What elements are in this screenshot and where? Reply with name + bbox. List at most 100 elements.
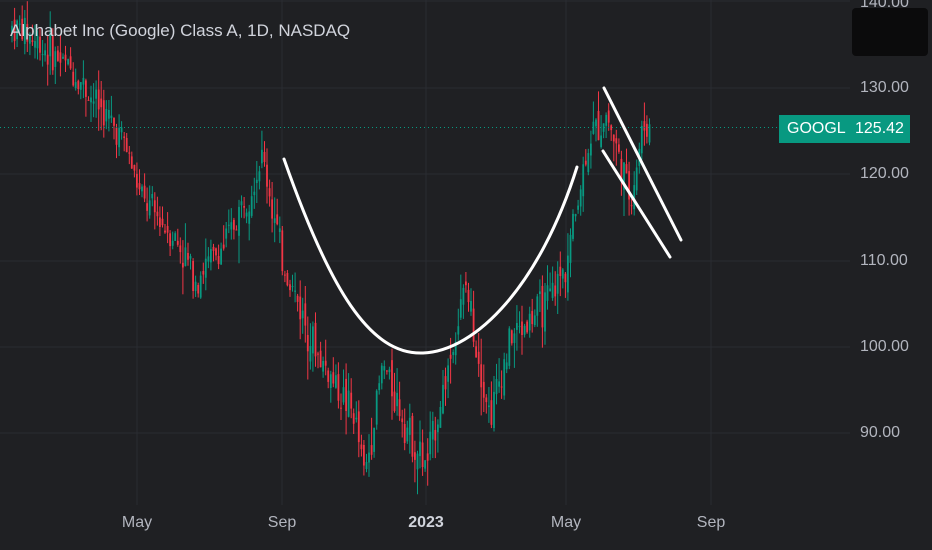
candle-body [327, 370, 330, 382]
candle-body [569, 234, 572, 263]
candle-body [273, 218, 276, 223]
candle-body [472, 308, 475, 342]
candle-body [271, 199, 273, 219]
candle-body [16, 20, 18, 40]
candle-body [225, 228, 228, 239]
candle-body [49, 32, 52, 57]
candle-body [187, 253, 189, 260]
candle-body [192, 261, 194, 291]
candle-body [528, 313, 531, 331]
candle-body [309, 346, 312, 362]
candle-body [437, 424, 439, 433]
candle-body [462, 287, 465, 305]
candle-body [452, 352, 455, 355]
x-tick-label: Sep [267, 514, 297, 531]
candle-body [312, 326, 314, 354]
candle-body [342, 387, 345, 403]
candle-body [610, 125, 613, 131]
candle-body [161, 218, 164, 226]
candle-body [510, 330, 513, 344]
candle-body [612, 134, 615, 142]
candle-body [118, 127, 120, 148]
candle-body [470, 301, 472, 312]
candle-body [281, 230, 284, 272]
candle-body [431, 421, 434, 440]
candle-body [243, 206, 245, 208]
candle-body [590, 143, 592, 156]
candle-body [475, 346, 477, 358]
candle-body [518, 326, 521, 328]
candle-body [46, 54, 49, 65]
candle-body [156, 211, 159, 217]
candle-body [363, 445, 365, 466]
candle-body [97, 89, 100, 110]
candle-body [197, 285, 200, 294]
candle-body [368, 452, 370, 463]
candle-body [202, 271, 205, 275]
candle-body [120, 127, 123, 133]
candle-body [559, 266, 562, 276]
candle-body [64, 54, 67, 61]
candle-body [74, 82, 77, 89]
y-tick-label: 90.00 [860, 424, 901, 441]
chart-title: Alphabet Inc (Google) Class A, 1D, NASDA… [10, 21, 351, 40]
candle-body [253, 191, 256, 196]
candle-body [498, 381, 500, 387]
candle-body [523, 325, 526, 335]
x-tick-label: May [550, 514, 582, 531]
candle-body [291, 286, 294, 288]
candle-body [549, 288, 551, 292]
candle-body [373, 427, 375, 452]
candle-body [398, 399, 401, 417]
candle-body [564, 273, 567, 283]
candle-body [539, 291, 541, 294]
candle-body [146, 203, 148, 211]
candle-body [370, 445, 373, 455]
candle-body [406, 427, 409, 442]
candle-body [39, 36, 41, 53]
candle-body [77, 80, 80, 89]
candle-body [79, 82, 82, 90]
candle-body [567, 255, 569, 293]
candle-body [29, 34, 31, 44]
symbol-badge: GOOGL [779, 115, 854, 143]
candle-body [85, 80, 87, 97]
candle-body [574, 214, 577, 217]
candle-body [439, 407, 442, 428]
candle-body [278, 228, 281, 232]
candle-body [136, 173, 138, 188]
candle-body [541, 285, 544, 328]
candle-body [355, 417, 358, 420]
y-tick-label: 140.00 [860, 0, 909, 11]
candle-body [442, 384, 444, 414]
candle-body [90, 97, 92, 103]
candle-body [87, 99, 90, 101]
candle-body [584, 160, 587, 165]
candle-body [401, 418, 404, 423]
candle-body [210, 249, 212, 263]
candle-body [286, 273, 289, 286]
candle-body [465, 281, 467, 286]
candle-body [396, 392, 398, 407]
candle-body [457, 326, 460, 335]
candle-body [419, 441, 421, 457]
candle-body [449, 354, 452, 359]
channel-lower-line [601, 149, 672, 259]
candle-body [602, 123, 605, 132]
candle-body [408, 417, 411, 435]
candle-body [429, 431, 432, 455]
candle-body [169, 233, 171, 247]
candle-body [31, 40, 34, 42]
candle-body [347, 390, 350, 417]
candle-body [322, 361, 324, 372]
candle-body [21, 18, 24, 40]
last-price-badge: 125.42 [849, 115, 910, 143]
candle-body [503, 359, 506, 396]
candle-body [102, 100, 105, 126]
candle-body [646, 123, 648, 137]
candle-body [304, 303, 307, 326]
candle-body [301, 310, 304, 319]
candle-body [138, 183, 141, 190]
